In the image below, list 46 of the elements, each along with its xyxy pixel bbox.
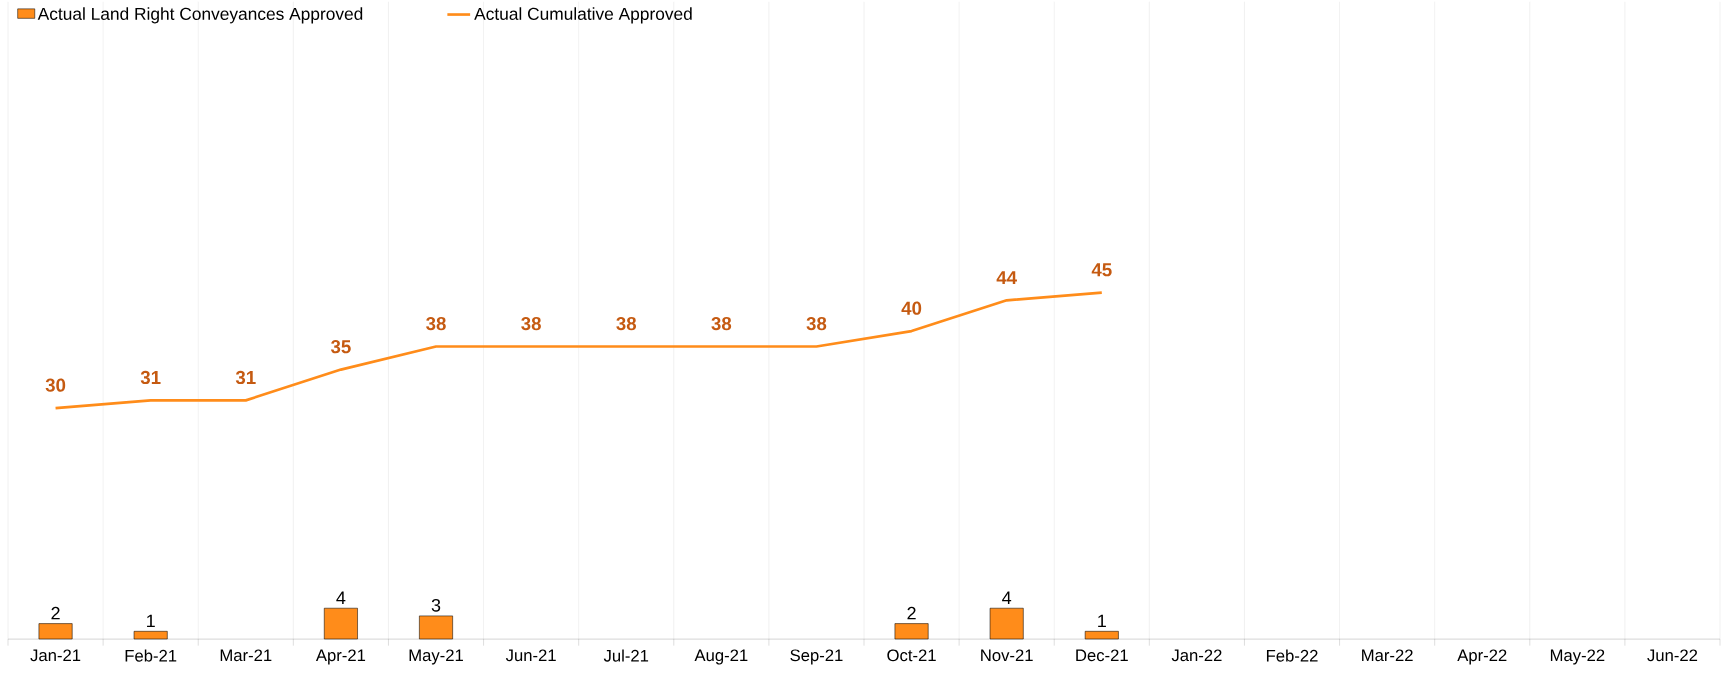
x-tick-label: Mar-22 <box>1362 649 1413 662</box>
x-tick-label: Jan-21 <box>30 649 81 662</box>
x-tick-label: Feb-22 <box>1266 649 1318 662</box>
data-label: 45 <box>1091 263 1112 277</box>
data-label: 2 <box>907 606 916 620</box>
x-tick-label: Jun-22 <box>1647 649 1698 662</box>
data-label: 31 <box>235 370 256 385</box>
bar <box>894 623 929 640</box>
data-label: 44 <box>996 271 1017 285</box>
data-label: 1 <box>147 614 155 628</box>
x-tick-label: Jul-21 <box>603 649 649 662</box>
data-label: 2 <box>51 606 60 620</box>
data-label: 38 <box>806 316 827 331</box>
x-tick-label: Mar-21 <box>220 649 272 662</box>
bar <box>38 623 73 640</box>
x-tick-label: Apr-21 <box>315 649 366 665</box>
data-label: 38 <box>521 316 541 331</box>
x-tick-label: Dec-21 <box>1076 649 1128 662</box>
legend-label: Actual Cumulative Approved <box>474 7 692 24</box>
x-tick-label: May-22 <box>1550 649 1605 665</box>
data-label: 35 <box>330 340 351 354</box>
data-label: 31 <box>140 370 161 385</box>
data-label: 4 <box>336 591 346 604</box>
x-tick-label: Jan-22 <box>1171 649 1222 662</box>
data-label: 38 <box>426 316 446 331</box>
data-label: 38 <box>616 316 637 331</box>
x-tick-label: Oct-21 <box>887 649 936 662</box>
data-label: 1 <box>1098 614 1106 628</box>
legend-label: Actual Land Right Conveyances Approved <box>37 7 363 24</box>
x-tick-label: May-21 <box>409 649 463 665</box>
data-label: 40 <box>901 301 922 315</box>
bar <box>323 607 358 640</box>
data-label: 3 <box>431 598 441 612</box>
data-label: 4 <box>1002 591 1012 604</box>
data-label: 30 <box>45 378 66 392</box>
x-tick-label: Jun-21 <box>505 649 556 662</box>
x-tick-label: Nov-21 <box>981 649 1033 662</box>
data-label: 38 <box>711 316 732 331</box>
bar <box>989 607 1024 640</box>
x-tick-label: Apr-22 <box>1457 649 1507 665</box>
x-tick-label: Sep-21 <box>790 649 843 665</box>
bar <box>419 615 453 640</box>
bar <box>1084 631 1119 640</box>
bar <box>133 631 168 640</box>
x-tick-label: Feb-21 <box>125 649 177 662</box>
x-tick-label: Aug-21 <box>694 649 748 665</box>
